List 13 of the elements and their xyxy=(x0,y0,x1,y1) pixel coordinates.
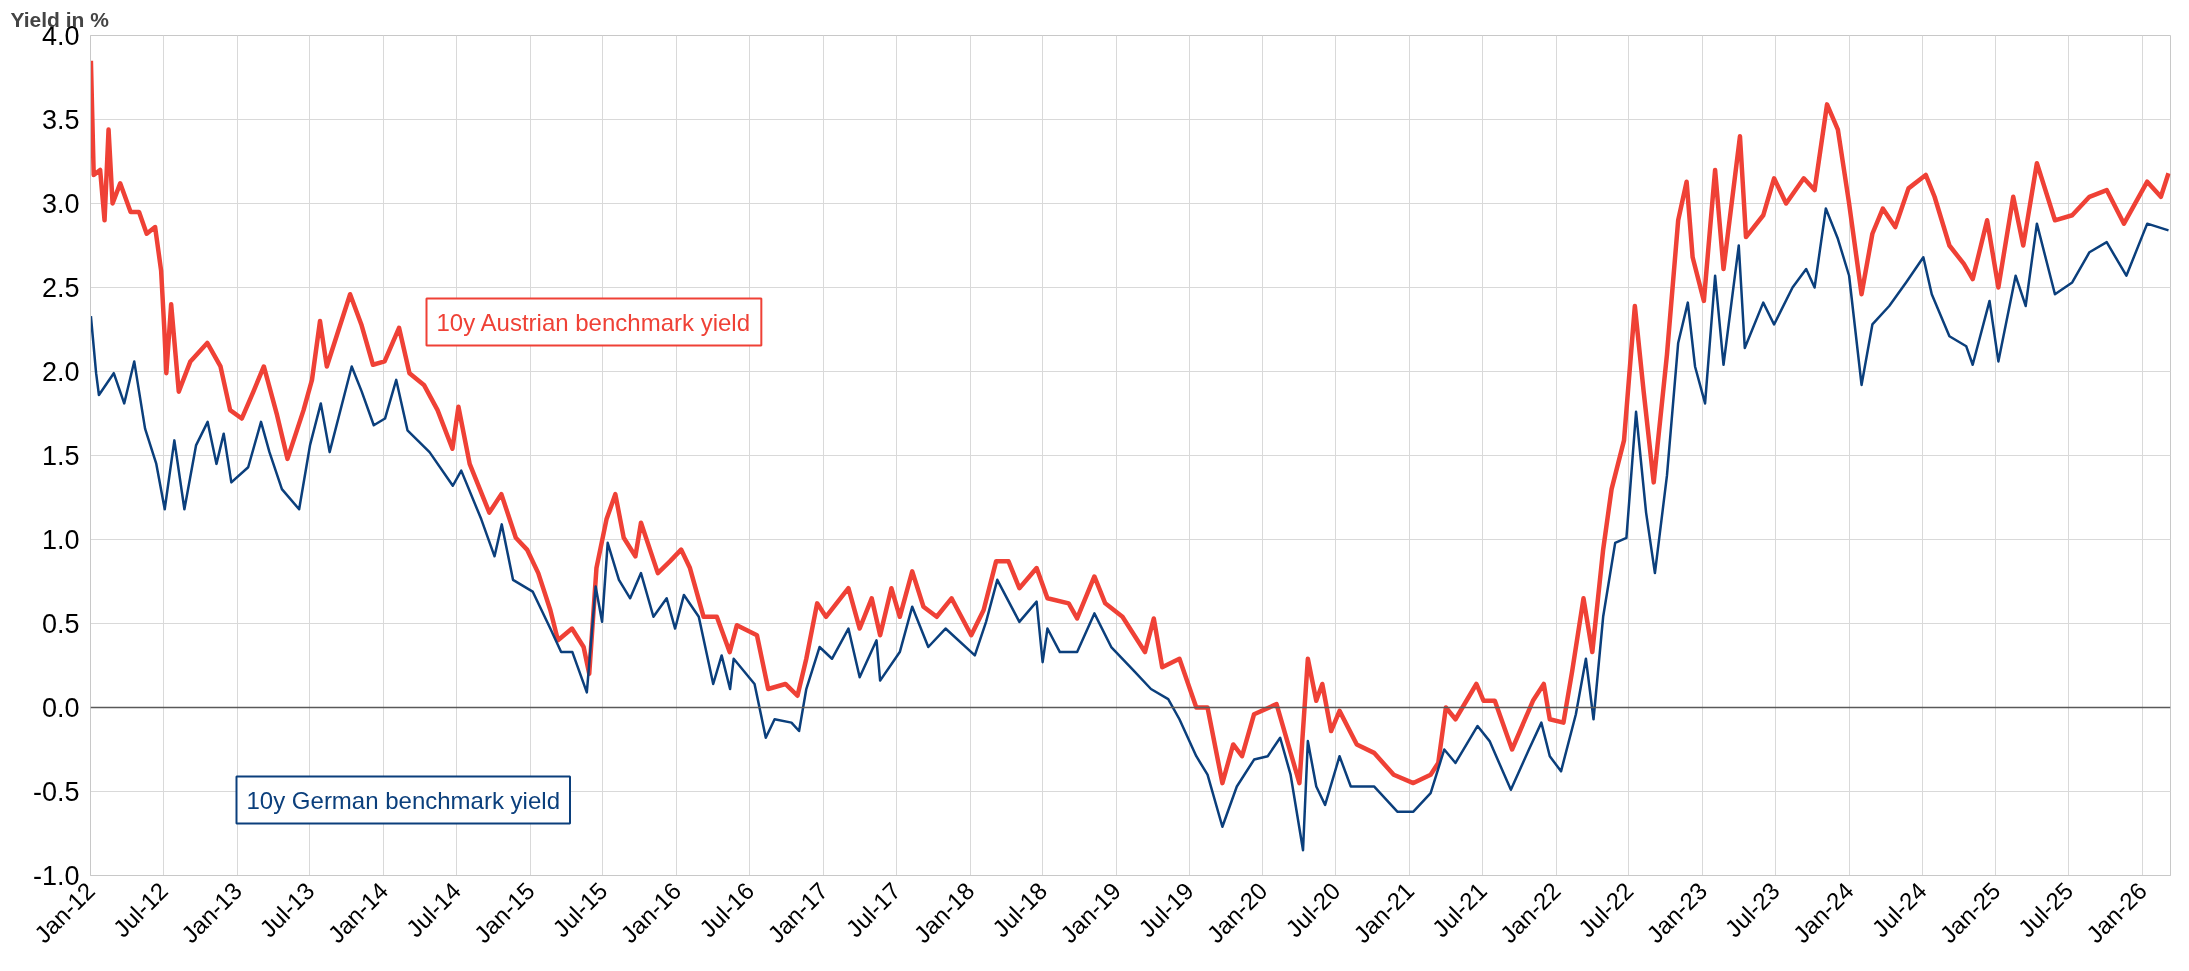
y-tick-label: -0.5 xyxy=(32,777,80,807)
y-tick-label: 2.5 xyxy=(41,273,80,303)
y-tick-label: 3.5 xyxy=(41,105,80,135)
y-tick-label: 1.5 xyxy=(41,441,80,471)
text: 10y German benchmark yield xyxy=(246,786,560,814)
y-tick-label: 0.0 xyxy=(41,693,80,723)
line-series xyxy=(90,58,2171,786)
series-label: 10y Austrian benchmark yield xyxy=(436,308,750,336)
line-series xyxy=(90,207,2170,852)
y-tick-label: 0.5 xyxy=(41,609,80,639)
y-tick-label: 3.0 xyxy=(41,189,80,219)
y-tick-label: 1.0 xyxy=(41,525,80,555)
y-tick-label: 2.0 xyxy=(41,357,80,387)
